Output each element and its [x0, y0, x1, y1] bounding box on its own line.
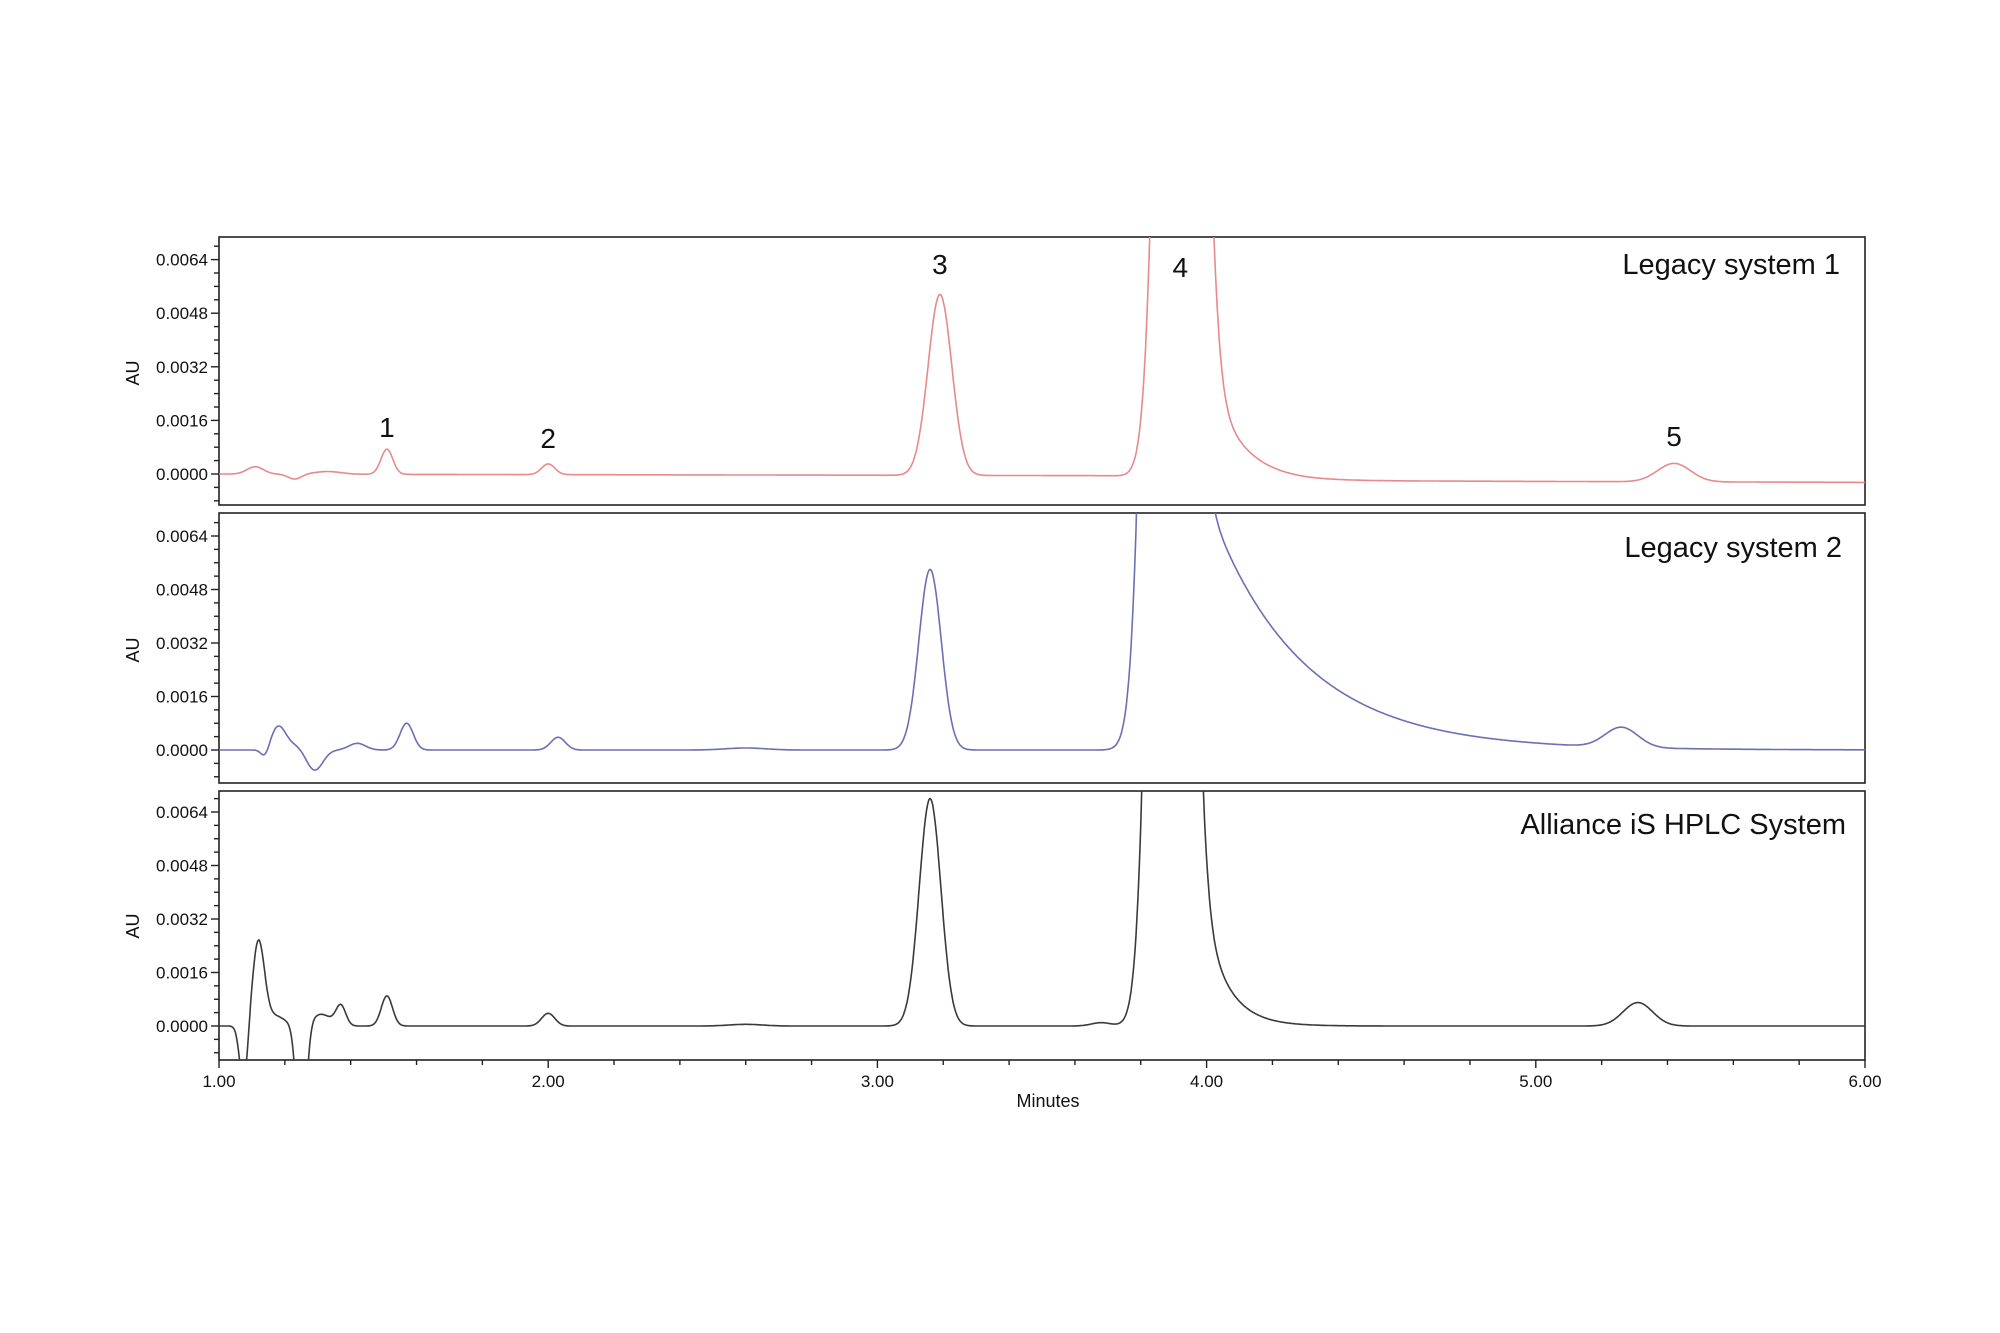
y-tick-label: 0.0000 — [156, 1017, 208, 1036]
peak-label-2: 2 — [540, 423, 556, 454]
y-axis-ticks: 0.0000 0.0016 0.0032 0.0048 0.0064 — [156, 797, 219, 1054]
plot-frame — [218, 236, 1866, 506]
y-tick-label: 0.0064 — [156, 803, 208, 822]
peak-label-5: 5 — [1666, 421, 1682, 452]
y-tick-label: 0.0064 — [156, 527, 208, 546]
x-axis-title: Minutes — [1016, 1091, 1079, 1111]
y-axis-ticks: 0.0000 0.0016 0.0032 0.0048 0.0064 — [156, 521, 219, 778]
x-tick-label: 2.00 — [532, 1072, 565, 1091]
chromatogram-panel-legacy-system-2: 0.0000 0.0016 0.0032 0.0048 0.0064 AU Legacy… — [123, 512, 1866, 784]
chromatogram-trace — [219, 791, 1865, 1060]
plot-frame — [218, 790, 1866, 1061]
panel-title: Alliance iS HPLC System — [1520, 809, 1846, 841]
y-tick-label: 0.0048 — [156, 581, 208, 600]
y-tick-label: 0.0032 — [156, 910, 208, 929]
y-axis-title: AU — [123, 637, 143, 662]
y-tick-label: 0.0032 — [156, 634, 208, 653]
chromatogram-panel-legacy-system-1: 0.0000 0.0016 0.0032 0.0048 0.0064 AU Legacy… — [123, 236, 1866, 506]
y-tick-label: 0.0000 — [156, 741, 208, 760]
y-tick-label: 0.0016 — [156, 688, 208, 707]
peak-labels: 1 2 3 4 5 — [379, 249, 1682, 454]
peak-label-1: 1 — [379, 412, 395, 443]
y-tick-label: 0.0016 — [156, 411, 208, 430]
peak-label-3: 3 — [932, 249, 948, 280]
y-tick-label: 0.0032 — [156, 358, 208, 377]
peak-label-4: 4 — [1172, 252, 1188, 283]
chromatogram-trace — [219, 237, 1865, 484]
x-tick-label: 6.00 — [1848, 1072, 1881, 1091]
panel-title: Legacy system 2 — [1624, 532, 1842, 564]
chromatogram-trace — [219, 513, 1865, 771]
y-tick-label: 0.0064 — [156, 251, 208, 270]
y-tick-label: 0.0000 — [156, 465, 208, 484]
panel-title: Legacy system 1 — [1622, 249, 1840, 281]
x-axis: 1.00 2.00 3.00 4.00 5.00 6.00 — [202, 1060, 1882, 1091]
x-tick-label: 3.00 — [861, 1072, 894, 1091]
y-tick-label: 0.0016 — [156, 964, 208, 983]
y-tick-label: 0.0048 — [156, 857, 208, 876]
y-tick-label: 0.0048 — [156, 304, 208, 323]
x-tick-label: 4.00 — [1190, 1072, 1223, 1091]
y-axis-title: AU — [123, 913, 143, 938]
y-axis-ticks: 0.0000 0.0016 0.0032 0.0048 0.0064 — [156, 245, 219, 502]
plot-frame — [218, 512, 1866, 784]
x-tick-label: 1.00 — [202, 1072, 235, 1091]
y-axis-title: AU — [123, 360, 143, 385]
x-tick-label: 5.00 — [1519, 1072, 1552, 1091]
chromatogram-panel-alliance-is: 0.0000 0.0016 0.0032 0.0048 0.0064 AU Allian… — [123, 790, 1866, 1061]
